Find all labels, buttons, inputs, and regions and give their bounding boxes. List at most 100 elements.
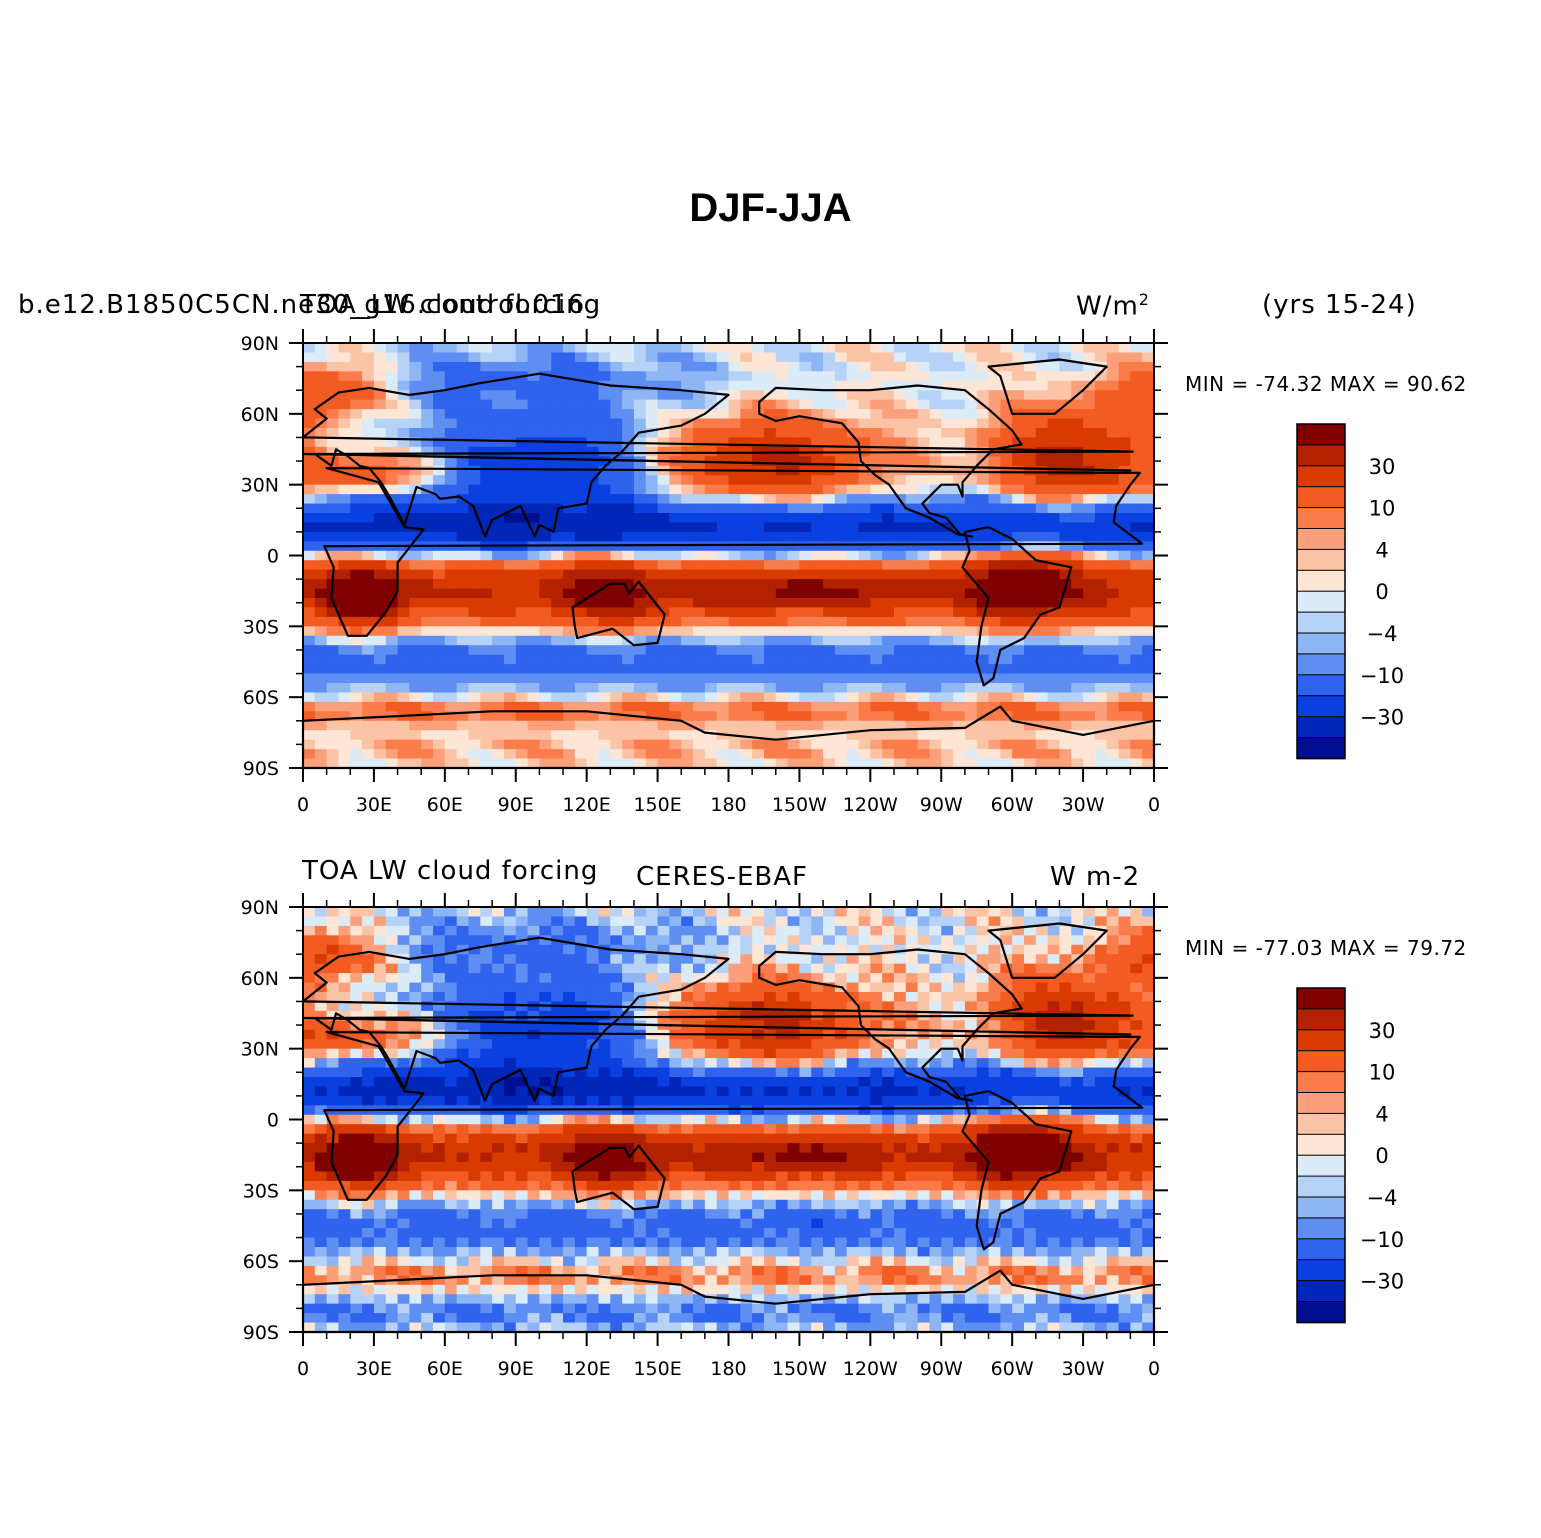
- field-cell: [551, 692, 564, 703]
- field-cell: [563, 399, 576, 410]
- field-cell: [622, 569, 635, 580]
- field-cell: [421, 513, 434, 524]
- field-cell: [326, 522, 340, 533]
- field-cell: [456, 343, 470, 354]
- field-cell: [1071, 1067, 1084, 1078]
- field-cell: [763, 371, 777, 382]
- field-cell: [362, 1067, 375, 1078]
- field-cell: [657, 380, 670, 391]
- field-cell: [456, 531, 470, 542]
- field-cell: [563, 626, 576, 637]
- field-cell: [574, 343, 588, 354]
- field-cell: [373, 1020, 387, 1031]
- field-cell: [693, 635, 706, 646]
- field-cell: [1130, 1029, 1143, 1040]
- field-cell: [515, 361, 529, 372]
- field-cell: [823, 701, 836, 712]
- field-cell: [929, 645, 942, 656]
- field-cell: [681, 944, 694, 955]
- field-cell: [1059, 758, 1072, 769]
- field-cell: [586, 531, 600, 542]
- field-cell: [846, 925, 860, 936]
- field-cell: [586, 418, 600, 429]
- field-cell: [681, 683, 694, 694]
- field-cell: [385, 720, 399, 731]
- field-cell: [740, 758, 753, 769]
- field-cell: [1106, 954, 1120, 965]
- field-cell: [622, 992, 635, 1003]
- field-cell: [834, 475, 848, 486]
- field-cell: [905, 475, 919, 486]
- field-cell: [964, 513, 978, 524]
- field-cell: [1142, 475, 1155, 486]
- field-cell: [917, 711, 931, 722]
- field-cell: [752, 1020, 765, 1031]
- field-cell: [704, 673, 718, 684]
- field-cell: [338, 1048, 351, 1059]
- field-cell: [610, 1086, 623, 1097]
- field-cell: [492, 475, 505, 486]
- field-cell: [598, 560, 611, 571]
- field-cell: [1035, 654, 1049, 665]
- field-cell: [586, 616, 600, 627]
- field-cell: [468, 1010, 481, 1021]
- field-cell: [515, 484, 529, 495]
- field-cell: [1083, 635, 1096, 646]
- field-cell: [953, 992, 966, 1003]
- field-cell: [693, 475, 706, 486]
- field-cell: [917, 1086, 931, 1097]
- field-cell: [468, 475, 481, 486]
- field-cell: [657, 739, 670, 750]
- field-cell: [1012, 484, 1025, 495]
- field-cell: [633, 475, 647, 486]
- field-cell: [763, 598, 777, 609]
- field-cell: [1106, 352, 1120, 363]
- field-cell: [551, 390, 564, 401]
- field-cell: [622, 907, 635, 918]
- field-cell: [893, 1020, 907, 1031]
- field-cell: [893, 907, 907, 918]
- field-cell: [645, 635, 659, 646]
- field-cell: [314, 739, 328, 750]
- field-cell: [964, 616, 978, 627]
- field-cell: [1023, 1105, 1037, 1116]
- field-cell: [669, 944, 682, 955]
- field-cell: [456, 1001, 470, 1012]
- field-cell: [314, 616, 328, 627]
- field-cell: [846, 380, 860, 391]
- field-cell: [633, 446, 647, 457]
- field-cell: [645, 588, 659, 599]
- field-cell: [1047, 522, 1061, 533]
- field-cell: [1071, 1095, 1084, 1106]
- field-cell: [1106, 1001, 1120, 1012]
- field-cell: [858, 635, 871, 646]
- field-cell: [433, 446, 446, 457]
- field-cell: [1000, 484, 1013, 495]
- field-cell: [929, 1067, 942, 1078]
- field-cell: [988, 484, 1001, 495]
- field-cell: [716, 475, 730, 486]
- field-cell: [858, 399, 871, 410]
- field-cell: [551, 522, 564, 533]
- field-cell: [823, 711, 836, 722]
- field-cell: [763, 683, 777, 694]
- field-cell: [303, 1020, 316, 1031]
- field-cell: [468, 935, 481, 946]
- field-cell: [846, 361, 860, 372]
- field-cell: [681, 352, 694, 363]
- field-cell: [444, 1029, 458, 1040]
- field-cell: [468, 409, 481, 420]
- field-cell: [1130, 343, 1143, 354]
- field-cell: [551, 992, 564, 1003]
- panel1-field: [303, 343, 1155, 769]
- field-cell: [1094, 758, 1108, 769]
- field-cell: [681, 720, 694, 731]
- field-cell: [1012, 616, 1025, 627]
- field-cell: [1142, 531, 1155, 542]
- field-cell: [362, 1001, 375, 1012]
- field-cell: [1118, 522, 1131, 533]
- field-cell: [1130, 907, 1143, 918]
- field-cell: [929, 626, 942, 637]
- field-cell: [657, 588, 670, 599]
- field-cell: [1071, 739, 1084, 750]
